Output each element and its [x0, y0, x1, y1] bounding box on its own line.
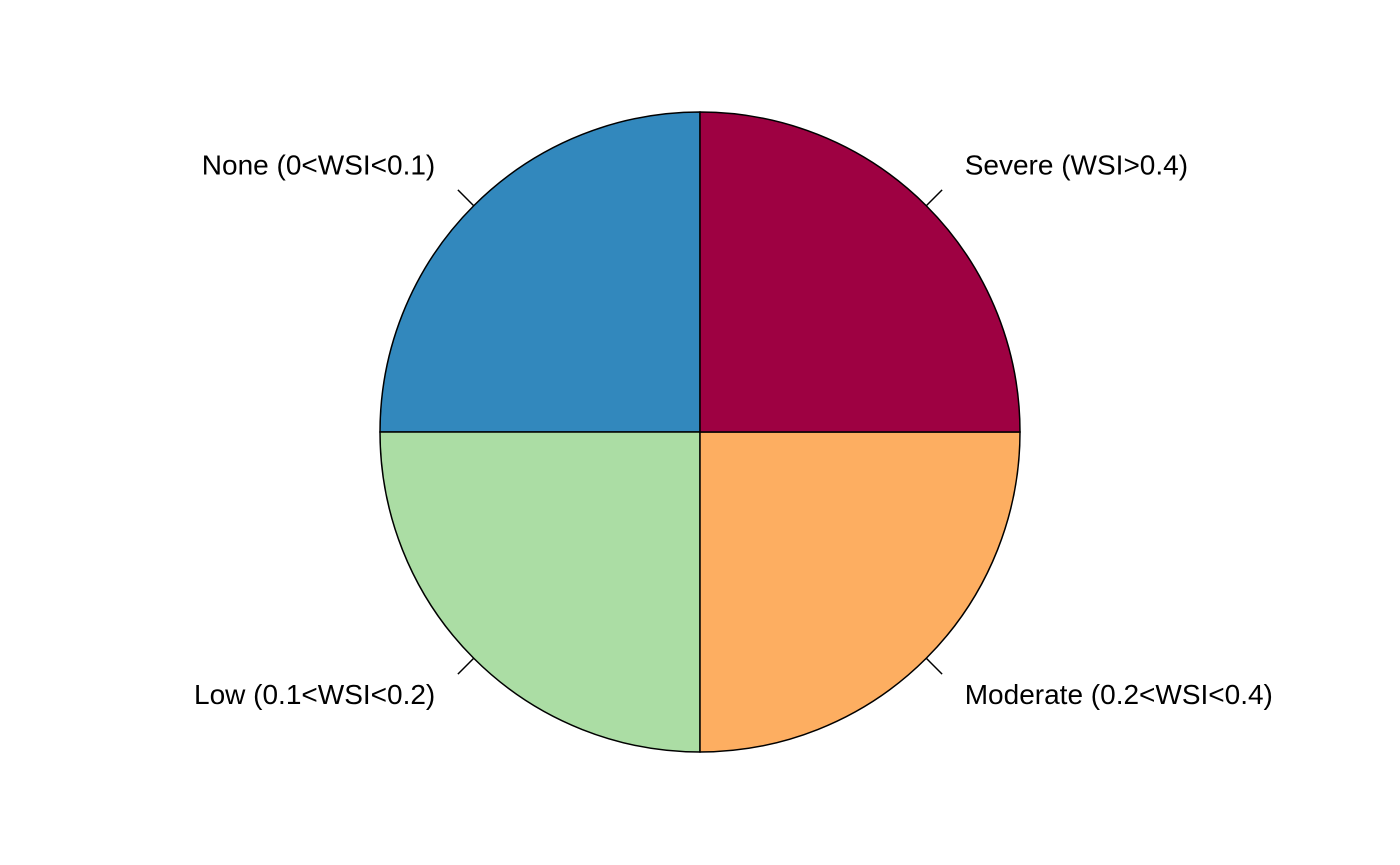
slice-label-3: Severe (WSI>0.4) — [965, 150, 1188, 181]
slice-label-1: Low (0.1<WSI<0.2) — [194, 679, 435, 710]
slice-label-2: Moderate (0.2<WSI<0.4) — [965, 679, 1273, 710]
label-tick-2 — [925, 657, 943, 675]
pie-slices — [379, 111, 1021, 753]
slice-labels: None (0<WSI<0.1) Low (0.1<WSI<0.2) Moderat… — [194, 150, 1273, 710]
label-ticks — [457, 189, 943, 675]
label-tick-1 — [457, 657, 475, 675]
label-tick-3 — [925, 189, 943, 207]
slice-label-0: None (0<WSI<0.1) — [202, 150, 435, 181]
label-tick-0 — [457, 189, 475, 207]
